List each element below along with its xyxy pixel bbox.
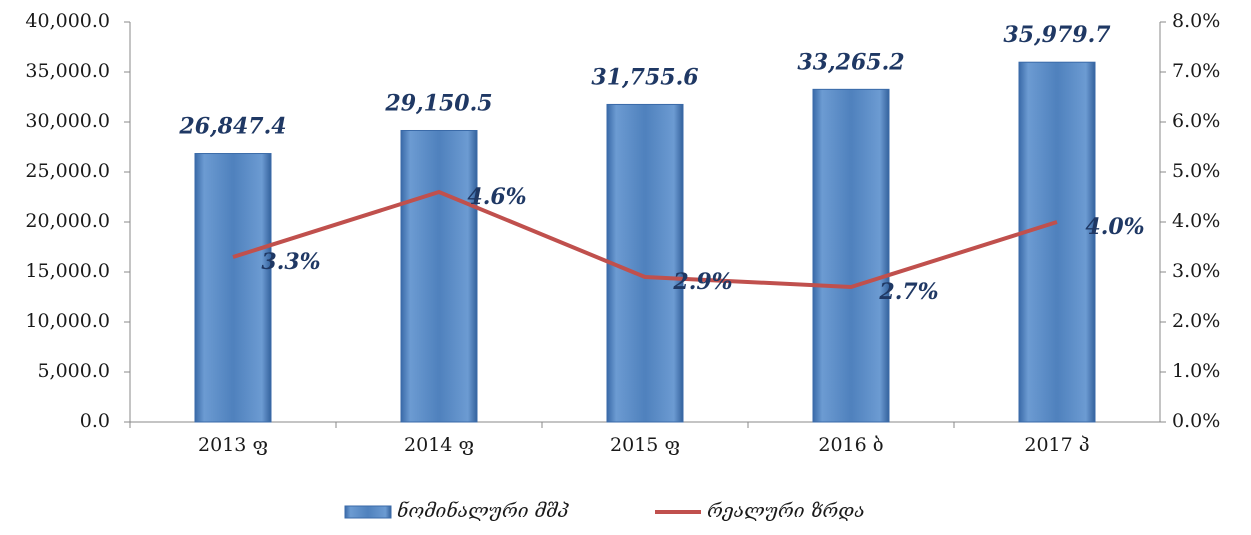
- y-tick-label: 30,000.0: [25, 110, 110, 132]
- bar: [812, 88, 890, 423]
- y2-tick-label: 0.0%: [1172, 410, 1220, 432]
- y2-tick-label: 4.0%: [1172, 210, 1220, 232]
- bar-label: 26,847.4: [178, 114, 286, 140]
- bar-label: 33,265.2: [797, 49, 904, 75]
- y-tick-label: 15,000.0: [25, 260, 110, 282]
- y-tick-label: 10,000.0: [25, 310, 110, 332]
- y2-tick-label: 2.0%: [1172, 310, 1220, 332]
- bar: [194, 153, 272, 423]
- y2-tick-label: 7.0%: [1172, 60, 1220, 82]
- bar-label: 29,150.5: [384, 90, 492, 116]
- y-tick-label: 40,000.0: [25, 10, 110, 32]
- bar: [1018, 61, 1096, 423]
- y2-tick-label: 8.0%: [1172, 10, 1220, 32]
- y2-tick-label: 1.0%: [1172, 360, 1220, 382]
- line-label: 2.7%: [878, 279, 938, 305]
- legend-label: რეალური ზრდა: [707, 500, 865, 522]
- y2-tick-label: 5.0%: [1172, 160, 1220, 182]
- line-label: 3.3%: [261, 249, 320, 275]
- y-tick-label: 0.0: [80, 410, 110, 432]
- y-tick-label: 25,000.0: [25, 160, 110, 182]
- bar: [400, 129, 478, 423]
- line: [232, 189, 1058, 290]
- bar-label: 31,755.6: [591, 64, 698, 90]
- y2-tick-label: 6.0%: [1172, 110, 1220, 132]
- y-tick-label: 5,000.0: [37, 360, 110, 382]
- y2-tick-label: 3.0%: [1172, 260, 1220, 282]
- legend-swatch: [344, 505, 392, 519]
- bar-label: 35,979.7: [1003, 22, 1111, 48]
- bar: [606, 103, 684, 423]
- x-tick-label: 2017 პ: [1024, 434, 1089, 456]
- x-tick-label: 2013 ფ: [198, 434, 268, 456]
- x-tick-label: 2016 ბ: [818, 434, 883, 456]
- y-tick-label: 35,000.0: [25, 60, 110, 82]
- legend-label: ნომინალური მშპ: [397, 500, 569, 522]
- line-label: 4.0%: [1085, 214, 1144, 240]
- line-label: 4.6%: [467, 184, 526, 210]
- x-tick-label: 2014 ფ: [404, 434, 474, 456]
- x-tick-label: 2015 ფ: [610, 434, 680, 456]
- line-label: 2.9%: [672, 269, 732, 295]
- y-tick-label: 20,000.0: [25, 210, 110, 232]
